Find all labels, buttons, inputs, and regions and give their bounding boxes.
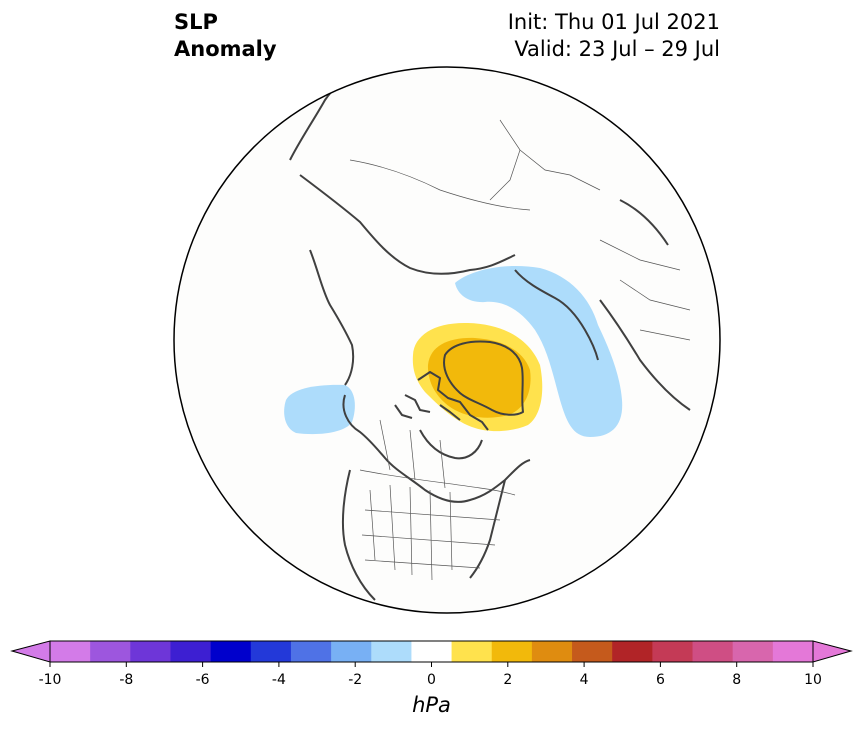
hudson-bay-coast (419, 429, 483, 460)
colorbar-segment (210, 641, 252, 662)
greenland-coast (443, 340, 524, 416)
colorbar-segment (290, 641, 332, 662)
north-america-coast (341, 394, 531, 601)
colorbar-tick-label: -8 (119, 672, 133, 688)
border-russia-china (349, 159, 531, 211)
alaska-coast (309, 249, 355, 386)
border-us-states (361, 484, 501, 581)
colorbar-tick-label: -4 (272, 672, 286, 688)
colorbar-segment (331, 641, 372, 662)
colorbar-unit-label: hPa (412, 693, 451, 717)
colorbar-tick-label: 2 (503, 672, 512, 688)
colorbar-tick-label: 10 (804, 672, 822, 688)
colorbar-segment (250, 641, 292, 662)
colorbar-segment (90, 641, 131, 662)
country-borders (349, 119, 691, 581)
polar-map (173, 66, 721, 614)
colorbar-segment (732, 641, 774, 662)
colorbar-tick-label: 4 (580, 672, 589, 688)
title-right: Init: Thu 01 Jul 2021 Valid: 23 Jul – 29… (508, 9, 720, 63)
colorbar-tick-label: 8 (732, 672, 741, 688)
colorbar-segment (772, 641, 814, 662)
colorbar-segment (652, 641, 694, 662)
border-europe (599, 239, 691, 341)
colorbar-segment (692, 641, 734, 662)
border-us-canada (359, 469, 516, 496)
title-type: Anomaly (174, 37, 277, 61)
europe-coast (599, 199, 691, 411)
negative-anomaly-gulf-of-alaska (284, 384, 355, 435)
coastlines (289, 77, 691, 601)
border-central-asia (489, 119, 601, 201)
globe-boundary (173, 66, 721, 614)
colorbar-segment (411, 641, 453, 662)
colorbar-segment (612, 641, 653, 662)
colorbar-tick-label: 0 (427, 672, 436, 688)
colorbar-segment (491, 641, 533, 662)
colorbar-segment (371, 641, 412, 662)
colorbar-tick-label: -10 (39, 672, 62, 688)
colorbar-segment (130, 641, 171, 662)
colorbar-segment (572, 641, 613, 662)
colorbar-ticks: -10 -8 -6 -4 -2 0 2 4 6 8 10 (39, 662, 822, 688)
colorbar-tick-label: -6 (196, 672, 210, 688)
colorbar-segments (50, 641, 814, 662)
canadian-archipelago (394, 371, 489, 431)
border-canada-provinces (379, 419, 446, 489)
colorbar-extend-max (812, 640, 853, 663)
siberia-coast (299, 174, 516, 275)
colorbar-segment (451, 641, 493, 662)
title-left: SLP Anomaly (174, 9, 277, 63)
init-date: Init: Thu 01 Jul 2021 (507, 10, 720, 34)
colorbar-tick-label: -2 (348, 672, 362, 688)
title-variable: SLP (174, 10, 218, 34)
colorbar-segment (170, 641, 212, 662)
colorbar: -10 -8 -6 -4 -2 0 2 4 6 8 10 (10, 640, 853, 688)
colorbar-segment (50, 641, 91, 662)
valid-range: Valid: 23 Jul – 29 Jul (514, 37, 720, 61)
colorbar-tick-label: 6 (656, 672, 665, 688)
colorbar-extend-min (10, 640, 51, 663)
negative-anomaly-eurasia (455, 265, 623, 437)
positive-anomaly-inner (427, 337, 531, 418)
map-content (174, 67, 720, 613)
colorbar-segment (531, 641, 573, 662)
scandinavia-coast (514, 269, 599, 361)
